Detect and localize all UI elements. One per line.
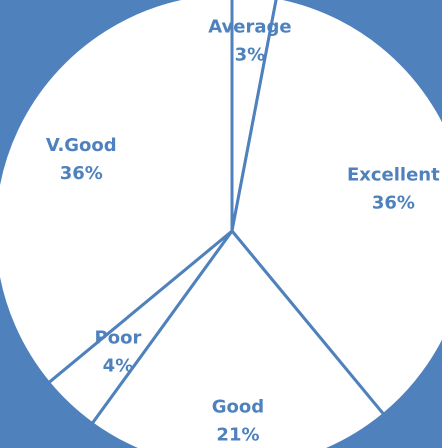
slice-value-label: 4% (103, 355, 134, 376)
pie-slice (0, 0, 234, 385)
pie-slice (230, 0, 442, 416)
slice-value-label: 36% (372, 193, 415, 214)
slice-label: V.Good (46, 135, 117, 156)
slice-value-label: 3% (235, 44, 266, 65)
slice-value-label: 21% (216, 424, 259, 445)
slice-label: Good (212, 396, 264, 417)
slice-label: Excellent (347, 165, 440, 186)
slice-value-label: 36% (60, 163, 103, 184)
pie-slice (90, 229, 386, 448)
slice-label: Poor (95, 327, 142, 348)
slice-label: Average (208, 16, 291, 37)
pie-slice (230, 0, 278, 233)
